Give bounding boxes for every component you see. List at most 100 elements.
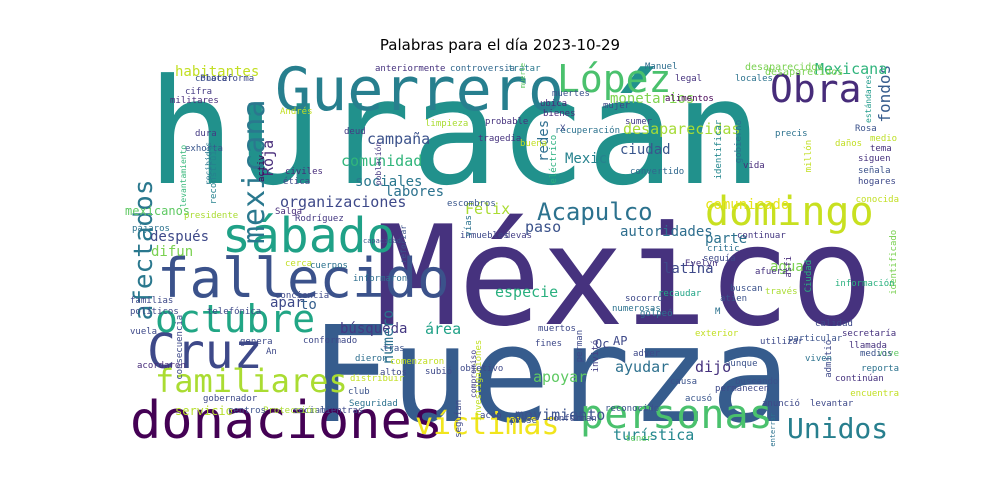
word-octubre: octubre [155,297,316,341]
word-probable: probable [485,117,529,127]
word-controversia: controversia [450,64,516,74]
word-levantar: levantar [810,399,854,409]
word-fallecido: fallecido [157,247,450,310]
word-danos: daños [835,139,863,149]
word-lopez: López [557,60,672,101]
word-latina: latina [663,261,714,277]
word-tener: tener [625,434,653,444]
word-pajaros: pájaros [132,224,170,234]
word-utilizar: utilizar [760,337,804,347]
word-critic: critic [707,244,740,254]
word-movimiento: movimiento [515,406,606,424]
word-recaudar: recaudar [658,289,702,299]
word-seguridad: Seguridad [349,399,398,409]
word-legal: legal [675,74,703,84]
word-conocida: conocida [855,195,899,205]
word-difun: difun [151,244,194,260]
word-apoyar: apoyar [533,368,588,386]
word-etica: ética [283,177,311,187]
word-locales: locales [735,74,773,84]
word-cloud: huracán México Fuerza Guerrero donaciones fal… [125,60,900,448]
word-informacion: información [835,279,895,289]
word-evelyn: Evelyn [685,259,718,269]
word-cruz: Cruz [147,324,263,380]
word-vida: vida [743,161,765,171]
chart-title: Palabras para el día 2023-10-29 [379,36,621,54]
word-medio: medio [870,134,898,144]
word-hogares: hogares [858,177,896,187]
word-bienes: bienes [543,109,576,119]
word-telefonica: telefónica [207,307,262,317]
word-an: An [266,347,277,357]
word-sociales: sociales [355,174,423,190]
word-inmuebles: inmuebles [460,231,509,241]
word-electrico: eléctrico [549,134,559,184]
word-anuncio: anunció [762,399,800,409]
word-ap: AP [613,334,628,348]
word-militares: militares [170,96,219,106]
word-genera: genera [240,337,273,347]
word-reporta: reporta [861,364,899,374]
word-acuso: acusó [685,394,713,404]
word-seguian: seguían [454,399,464,438]
word-muertos: muertos [538,324,576,334]
word-ubica: ubica [540,99,568,109]
word-tragedia: tragedia [478,134,522,144]
word-servicio: servicio [175,404,233,418]
word-limpieza: limpieza [425,119,469,129]
word-vias: vías [464,214,474,237]
word-andres: Andrés [280,107,313,117]
word-comunidad: comunidad [341,152,423,170]
word-cerca: cerca [285,259,313,269]
word-informaron: informaron [353,274,408,284]
word-deud: deud [344,127,366,137]
word-huracan: huracán [147,60,763,218]
word-guerrero: Guerrero [275,60,564,125]
word-to: to [300,297,317,313]
word-conocer: conocer [195,74,233,84]
word-numerosas: numerosas [612,304,661,314]
word-dijo: dijo [695,358,732,376]
word-labores: labores [385,184,445,200]
word-medios: medios [860,349,893,359]
word-social: social [293,406,326,416]
word-atien: atien [720,294,748,304]
word-adver: adver [633,349,661,359]
word-obra: Obra [770,67,862,111]
word-especie: especie [495,283,559,301]
word-familiares: familiares [155,362,348,400]
word-enterrar: enterrar [769,413,777,447]
word-presidente: presidente [184,211,239,221]
word-plataforma: Plataforma [200,74,255,84]
word-mientras: mientras [320,406,364,416]
word-permanecen: permanecen [715,384,770,394]
word-senala: señala [858,166,891,176]
word-rodriguez: Rodríguez [295,214,344,224]
word-m: M [715,307,721,317]
word-x: X [560,124,566,134]
word-buscan: buscan [730,284,763,294]
word-mexicanos: mexicanos [125,204,191,218]
word-felix: Félix [465,200,511,218]
word-oc: Oc [595,337,610,351]
word-victimas: víctimas [415,407,560,442]
word-busqueda: búsqueda [340,321,408,337]
word-capacidad: capacidad [363,237,401,245]
word-encuentra: encuentra [850,389,899,399]
word-aunque: aunque [725,359,758,369]
word-prose: prose [510,416,538,426]
word-agua: agua [770,259,804,275]
word-despues: después [150,229,210,245]
word-desaparecidos: desaparecidos [765,67,844,78]
word-campana: campaña [367,130,431,148]
word-personas: personas [580,392,773,438]
word-consecuencia: consecuencia [175,314,185,380]
word-escombros: escombros [447,199,496,209]
word-continuar: continuar [737,231,786,241]
word-parte: parte [705,231,748,247]
word-fuerza: Fuerza [310,299,791,448]
word-gobernador: gobernador [203,394,258,404]
word-perman: perman [575,329,585,363]
word-conforman: conforman [548,414,597,424]
word-particular: particular [788,334,843,344]
